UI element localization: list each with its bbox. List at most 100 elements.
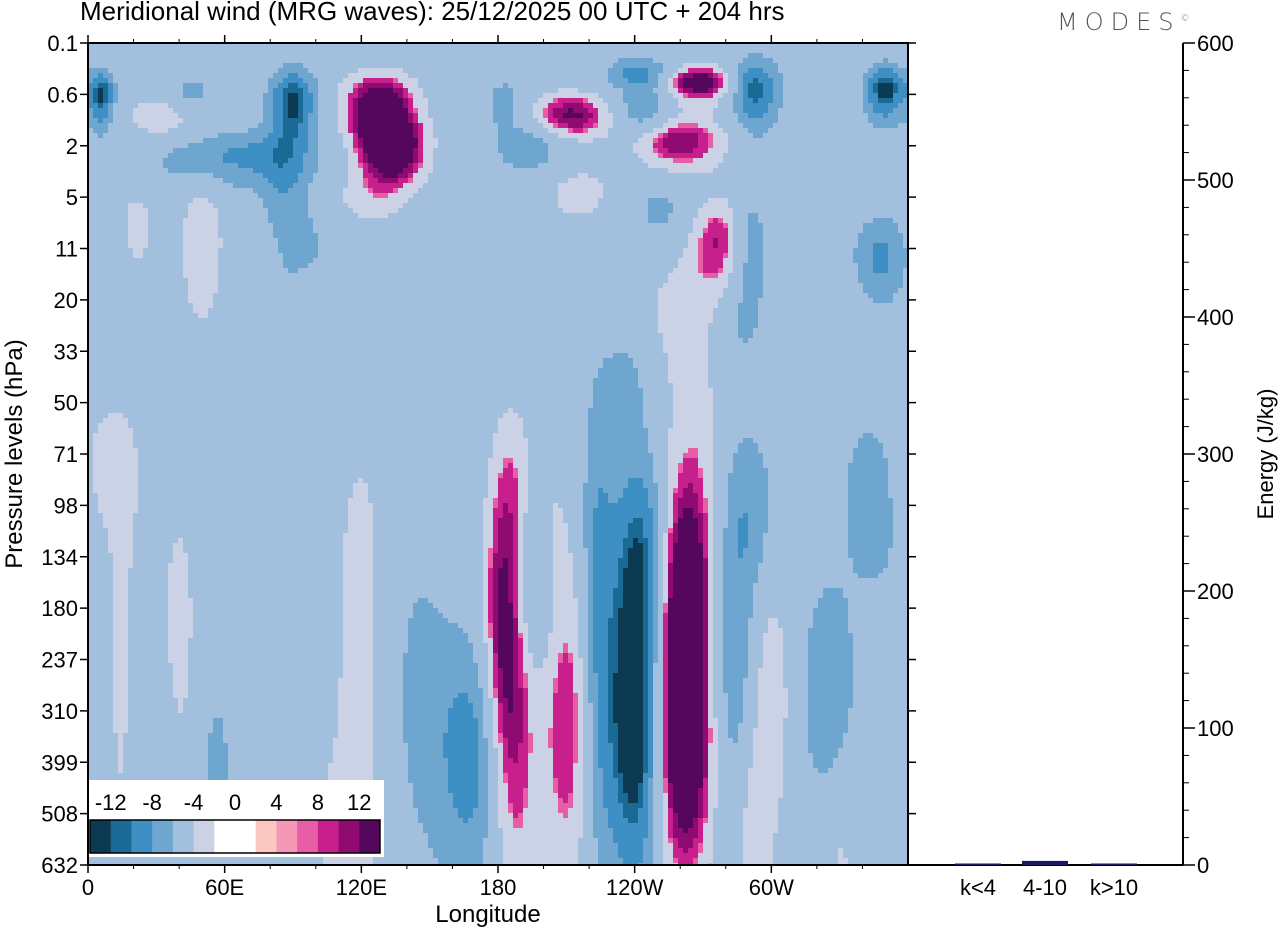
contour-cell — [658, 483, 669, 489]
contour-cell — [88, 358, 604, 364]
contour-cell — [528, 723, 554, 729]
contour-cell — [708, 228, 729, 234]
contour-cell — [553, 698, 574, 704]
contour-cell — [513, 553, 519, 559]
contour-cell — [493, 433, 524, 439]
contour-cell — [168, 608, 194, 614]
contour-cell — [658, 98, 679, 104]
contour-cell — [623, 603, 644, 609]
contour-cell — [808, 708, 849, 714]
contour-cell — [478, 718, 484, 724]
contour-cell — [528, 488, 584, 494]
contour-cell — [818, 768, 829, 774]
contour-cell — [713, 833, 744, 839]
contour-cell — [168, 168, 254, 174]
contour-cell — [408, 113, 414, 119]
contour-cell — [728, 148, 908, 154]
contour-cell — [613, 63, 664, 69]
contour-cell — [593, 738, 599, 744]
contour-cell — [858, 238, 904, 244]
contour-cell — [113, 678, 129, 684]
contour-cell — [373, 638, 409, 644]
contour-cell — [753, 133, 764, 139]
contour-cell — [588, 633, 594, 639]
contour-cell — [713, 603, 724, 609]
contour-cell — [88, 458, 94, 464]
contour-cell — [528, 478, 589, 484]
contour-cell — [783, 778, 908, 784]
contour-cell — [578, 598, 589, 604]
contour-cell — [448, 778, 479, 784]
contour-cell — [668, 118, 714, 124]
contour-cell — [113, 623, 129, 629]
contour-cell — [318, 88, 339, 94]
contour-cell — [183, 83, 204, 89]
contour-cell — [428, 173, 579, 179]
contour-cell — [308, 123, 319, 129]
contour-cell — [108, 548, 134, 554]
contour-cell — [643, 573, 649, 579]
contour-cell — [488, 648, 494, 654]
contour-cell — [723, 73, 729, 79]
contour-cell — [708, 753, 719, 759]
contour-cell — [643, 853, 654, 859]
contour-cell — [603, 803, 624, 809]
contour-cell — [643, 793, 649, 799]
contour-cell — [763, 248, 854, 254]
contour-cell — [678, 498, 699, 504]
contour-cell — [643, 728, 649, 734]
contour-cell — [643, 388, 674, 394]
contour-cell — [643, 798, 649, 804]
contour-cell — [653, 748, 664, 754]
contour-cell — [618, 58, 654, 64]
contour-cell — [648, 213, 669, 219]
contour-cell — [428, 98, 494, 104]
contour-cell — [373, 523, 484, 529]
contour-cell — [713, 688, 724, 694]
contour-cell — [573, 773, 584, 779]
contour-cell — [523, 683, 529, 689]
contour-cell — [588, 573, 594, 579]
contour-cell — [728, 503, 769, 509]
contour-cell — [418, 133, 424, 139]
contour-cell — [573, 108, 589, 114]
contour-cell — [703, 628, 709, 634]
contour-cell — [748, 233, 764, 239]
contour-cell — [213, 203, 264, 209]
contour-cell — [718, 298, 744, 304]
contour-cell — [653, 678, 664, 684]
contour-cell — [638, 118, 644, 124]
contour-cell — [403, 693, 459, 699]
contour-cell — [553, 603, 579, 609]
contour-cell — [113, 648, 129, 654]
contour-cell — [653, 623, 659, 629]
contour-cell — [648, 648, 654, 654]
contour-cell — [278, 188, 289, 194]
contour-cell — [748, 88, 764, 94]
contour-cell — [593, 763, 599, 769]
contour-cell — [713, 393, 908, 399]
contour-cell — [483, 698, 494, 704]
contour-cell — [343, 143, 354, 149]
contour-cell — [678, 813, 699, 819]
contour-cell — [403, 728, 449, 734]
contour-cell — [493, 723, 499, 729]
contour-cell — [758, 443, 859, 449]
contour-cell — [848, 618, 908, 624]
contour-cell — [343, 138, 354, 144]
contour-cell — [698, 528, 704, 534]
contour-cell — [583, 673, 589, 679]
contour-cell — [128, 243, 149, 249]
contour-cell — [503, 843, 579, 849]
contour-cell — [883, 58, 889, 64]
contour-cell — [93, 113, 109, 119]
contour-cell — [768, 628, 784, 634]
contour-cell — [148, 243, 184, 249]
contour-cell — [718, 783, 749, 789]
contour-cell — [708, 323, 739, 329]
contour-cell — [88, 483, 94, 489]
contour-cell — [483, 528, 494, 534]
contour-cell — [708, 373, 908, 379]
contour-cell — [703, 563, 709, 569]
contour-cell — [573, 708, 579, 714]
